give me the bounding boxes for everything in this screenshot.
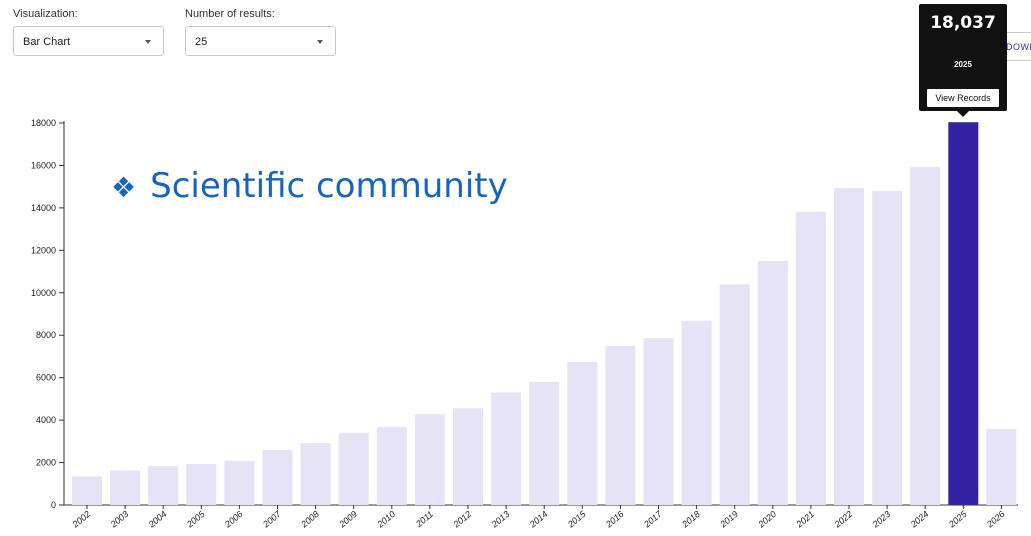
bar-2009 — [339, 433, 369, 505]
x-tick-label: 2008 — [298, 509, 321, 530]
bar-2006 — [224, 461, 254, 505]
x-tick-label: 2019 — [717, 509, 740, 530]
bar-2013 — [491, 393, 521, 505]
bar-tooltip: 18,037 2025 View Records — [919, 4, 1007, 111]
x-tick-label: 2021 — [794, 509, 817, 530]
diamond-bullet-icon: ❖ — [111, 171, 136, 204]
x-tick-label: 2002 — [70, 509, 93, 530]
y-tick-label: 14000 — [31, 203, 56, 213]
x-tick-label: 2005 — [184, 508, 207, 530]
x-tick-label: 2012 — [451, 509, 474, 530]
bar-2002 — [72, 476, 102, 505]
bar-2023 — [872, 191, 902, 505]
y-tick-label: 18000 — [31, 118, 56, 128]
x-tick-label: 2011 — [413, 509, 435, 530]
x-tick-label: 2006 — [222, 509, 245, 530]
y-tick-label: 6000 — [36, 373, 56, 383]
bar-2018 — [682, 321, 712, 505]
x-tick-label: 2013 — [489, 509, 512, 530]
bar-2003 — [110, 470, 140, 505]
bar-2017 — [644, 338, 674, 505]
bar-2011 — [415, 414, 445, 505]
tooltip-year: 2025 — [919, 60, 1007, 69]
tooltip-value: 18,037 — [919, 13, 1007, 33]
bar-2020 — [758, 261, 788, 505]
bar-2016 — [605, 346, 635, 505]
bar-2014 — [529, 382, 559, 505]
x-tick-label: 2004 — [146, 509, 169, 530]
x-tick-label: 2024 — [908, 509, 931, 530]
y-tick-label: 4000 — [36, 415, 56, 425]
y-tick-label: 2000 — [36, 458, 56, 468]
bar-2024 — [910, 167, 940, 505]
y-tick-label: 0 — [51, 500, 56, 510]
bar-2026 — [986, 429, 1016, 505]
x-tick-label: 2020 — [756, 509, 779, 530]
bar-2012 — [453, 408, 483, 505]
bar-2007 — [263, 450, 293, 505]
bar-2010 — [377, 427, 407, 505]
x-tick-label: 2014 — [527, 509, 550, 530]
view-records-button[interactable]: View Records — [927, 89, 999, 107]
bar-2021 — [796, 212, 826, 505]
x-tick-label: 2018 — [679, 509, 702, 530]
bar-2025 — [948, 122, 978, 505]
x-tick-label: 2007 — [260, 508, 283, 530]
bar-2015 — [567, 362, 597, 505]
x-tick-label: 2016 — [603, 509, 626, 530]
x-tick-label: 2022 — [832, 509, 855, 530]
tooltip-arrow — [956, 110, 970, 117]
bar-2008 — [301, 443, 331, 505]
y-tick-label: 10000 — [31, 288, 56, 298]
y-tick-label: 16000 — [31, 160, 56, 170]
bar-2004 — [148, 466, 178, 505]
x-tick-label: 2010 — [375, 509, 398, 530]
x-tick-label: 2003 — [108, 509, 131, 530]
overlay-caption: ❖ Scientific community — [111, 164, 508, 210]
x-tick-label: 2015 — [565, 508, 588, 530]
overlay-caption-text: Scientific community — [150, 166, 508, 206]
x-tick-label: 2017 — [641, 508, 664, 530]
y-tick-label: 12000 — [31, 245, 56, 255]
bar-2005 — [186, 464, 216, 505]
x-tick-label: 2009 — [336, 509, 359, 530]
y-tick-label: 8000 — [36, 330, 56, 340]
x-tick-label: 2025 — [946, 508, 969, 530]
bar-2022 — [834, 188, 864, 505]
x-tick-label: 2023 — [870, 509, 893, 530]
bar-2019 — [720, 284, 750, 505]
x-tick-label: 2026 — [984, 509, 1007, 530]
